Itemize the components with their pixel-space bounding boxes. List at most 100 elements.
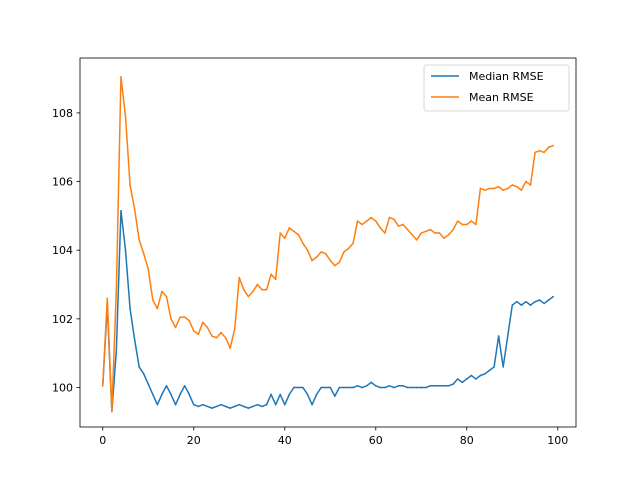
- data-point-median-rmse: [320, 386, 322, 389]
- data-point-median-rmse: [179, 393, 181, 396]
- data-point-mean-rmse: [320, 251, 322, 253]
- data-point-mean-rmse: [516, 185, 518, 188]
- data-point-median-rmse: [493, 366, 495, 368]
- data-point-mean-rmse: [293, 230, 295, 233]
- data-point-median-rmse: [365, 385, 368, 387]
- data-point-median-rmse: [384, 386, 386, 389]
- data-point-median-rmse: [361, 386, 363, 389]
- data-point-median-rmse: [165, 385, 168, 387]
- data-point-mean-rmse: [120, 76, 122, 78]
- data-point-mean-rmse: [247, 295, 250, 298]
- data-point-median-rmse: [147, 383, 150, 385]
- data-point-mean-rmse: [138, 239, 140, 241]
- data-point-mean-rmse: [438, 232, 441, 234]
- data-point-median-rmse: [475, 378, 477, 380]
- data-point-mean-rmse: [343, 251, 345, 253]
- data-point-median-rmse: [192, 403, 195, 406]
- data-point-median-rmse: [174, 403, 177, 406]
- data-point-median-rmse: [529, 304, 532, 306]
- data-point-median-rmse: [374, 385, 377, 387]
- data-point-mean-rmse: [388, 216, 391, 219]
- data-point-mean-rmse: [224, 336, 227, 339]
- data-point-median-rmse: [183, 385, 186, 387]
- data-point-median-rmse: [465, 378, 468, 380]
- data-point-median-rmse: [379, 386, 382, 389]
- data-point-median-rmse: [142, 373, 145, 375]
- data-point-mean-rmse: [101, 385, 104, 387]
- data-point-median-rmse: [206, 405, 209, 408]
- data-point-median-rmse: [356, 385, 359, 387]
- data-point-median-rmse: [329, 386, 332, 389]
- data-point-mean-rmse: [183, 316, 186, 318]
- data-point-median-rmse: [525, 300, 527, 303]
- data-point-mean-rmse: [233, 328, 236, 330]
- data-point-mean-rmse: [188, 319, 191, 322]
- data-point-median-rmse: [338, 386, 341, 389]
- data-point-mean-rmse: [506, 187, 509, 190]
- data-point-median-rmse: [470, 374, 473, 377]
- data-point-mean-rmse: [256, 283, 259, 286]
- x-tick-label: 20: [187, 434, 201, 447]
- data-point-mean-rmse: [461, 223, 464, 226]
- data-point-mean-rmse: [434, 232, 436, 234]
- data-point-mean-rmse: [488, 187, 491, 190]
- data-point-median-rmse: [302, 386, 304, 389]
- data-point-median-rmse: [293, 386, 295, 389]
- data-point-mean-rmse: [161, 290, 163, 293]
- data-point-median-rmse: [324, 386, 327, 389]
- data-point-median-rmse: [520, 304, 523, 306]
- data-point-median-rmse: [315, 393, 318, 396]
- data-point-median-rmse: [347, 386, 350, 389]
- data-point-median-rmse: [461, 381, 464, 384]
- data-point-mean-rmse: [356, 220, 359, 222]
- data-point-mean-rmse: [361, 223, 363, 226]
- data-point-mean-rmse: [111, 410, 113, 413]
- data-point-mean-rmse: [106, 297, 109, 300]
- data-point-mean-rmse: [420, 232, 423, 234]
- data-point-mean-rmse: [152, 299, 154, 301]
- data-point-median-rmse: [343, 386, 345, 389]
- plot-area: [80, 58, 576, 427]
- data-point-median-rmse: [288, 393, 291, 396]
- data-point-mean-rmse: [452, 228, 454, 231]
- data-point-median-rmse: [161, 393, 163, 396]
- data-point-median-rmse: [197, 405, 200, 408]
- data-point-mean-rmse: [306, 249, 309, 252]
- data-point-median-rmse: [306, 393, 309, 396]
- data-point-mean-rmse: [534, 151, 536, 154]
- data-point-median-rmse: [406, 386, 409, 389]
- data-point-mean-rmse: [529, 184, 532, 186]
- data-point-mean-rmse: [470, 220, 473, 222]
- data-point-median-rmse: [256, 403, 259, 406]
- data-point-median-rmse: [170, 393, 172, 396]
- data-point-median-rmse: [129, 307, 131, 310]
- data-point-mean-rmse: [406, 228, 409, 231]
- data-point-median-rmse: [488, 369, 491, 372]
- legend-label-median: Median RMSE: [469, 70, 544, 83]
- data-point-median-rmse: [152, 393, 154, 396]
- data-point-mean-rmse: [374, 220, 377, 222]
- data-point-median-rmse: [447, 385, 450, 387]
- data-point-mean-rmse: [493, 187, 495, 190]
- data-point-median-rmse: [220, 403, 222, 406]
- x-tick-label: 40: [278, 434, 292, 447]
- data-point-median-rmse: [115, 348, 118, 351]
- data-point-median-rmse: [438, 385, 441, 387]
- data-point-median-rmse: [479, 374, 482, 377]
- data-point-median-rmse: [156, 403, 159, 406]
- data-point-median-rmse: [402, 385, 404, 387]
- plot-frame: [79, 57, 577, 428]
- data-point-median-rmse: [434, 385, 436, 387]
- data-point-mean-rmse: [547, 146, 550, 149]
- data-point-median-rmse: [415, 386, 418, 389]
- data-point-median-rmse: [120, 209, 122, 212]
- data-point-mean-rmse: [129, 184, 131, 186]
- legend-label-mean: Mean RMSE: [469, 91, 534, 104]
- legend-box: [423, 64, 570, 112]
- data-point-mean-rmse: [456, 220, 459, 222]
- data-point-mean-rmse: [192, 330, 195, 332]
- data-point-mean-rmse: [338, 261, 341, 264]
- data-point-mean-rmse: [229, 347, 231, 349]
- data-point-mean-rmse: [311, 259, 313, 262]
- data-point-mean-rmse: [197, 333, 200, 336]
